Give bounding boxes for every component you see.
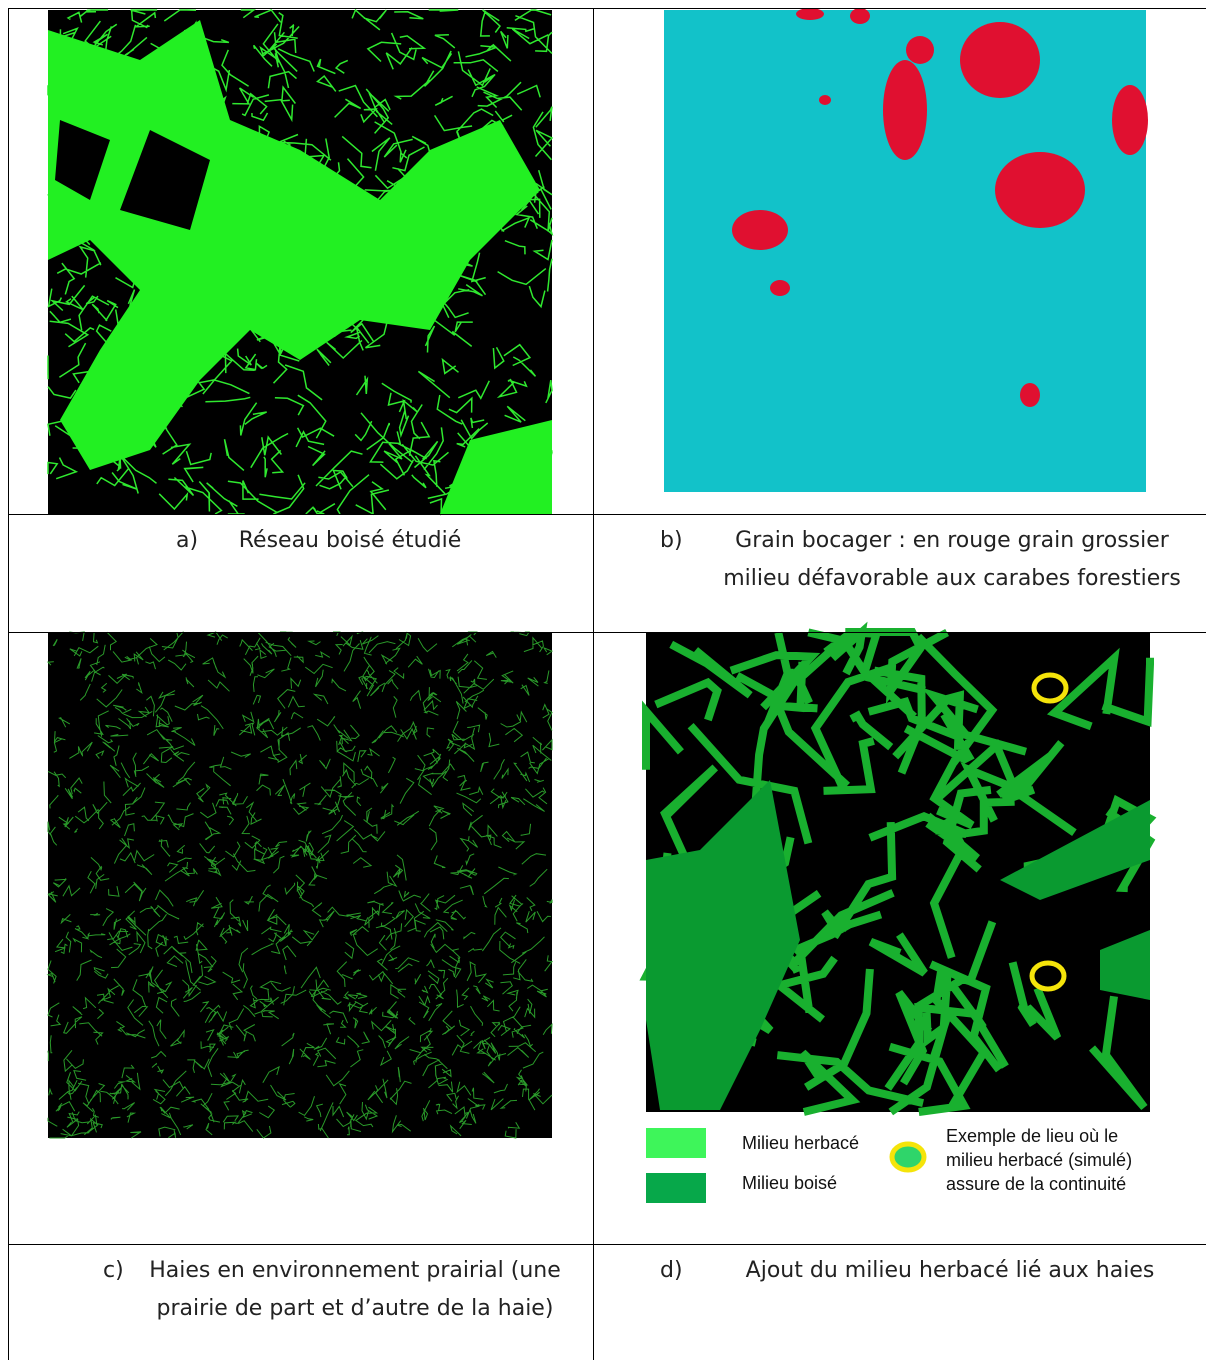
table-border <box>8 8 1206 9</box>
coarse-grain-zone <box>1020 383 1040 407</box>
coarse-grain-zone <box>819 95 831 105</box>
legend-ring <box>892 1144 924 1170</box>
coarse-grain-zone <box>995 152 1085 228</box>
table-border <box>8 1244 1206 1245</box>
caption: Réseau boisé étudié <box>210 522 490 560</box>
coarse-grain-zone <box>1112 85 1148 155</box>
legend-label: Milieu herbacé <box>742 1131 859 1155</box>
table-border <box>593 8 594 1360</box>
coarse-grain-zone <box>906 36 934 64</box>
legend-swatch <box>646 1173 706 1203</box>
document: a) Réseau boisé étudié b) Grain bocager … <box>0 0 1206 1360</box>
legend-label: Milieu boisé <box>742 1171 837 1195</box>
caption: Haies en environnement prairial (une pra… <box>140 1252 570 1328</box>
list-marker: c) <box>103 1252 124 1290</box>
coarse-grain-zone <box>732 210 788 250</box>
coarse-grain-zone <box>796 8 824 20</box>
legend-swatch <box>646 1128 706 1158</box>
list-marker: a) <box>176 522 198 560</box>
page: {"figures":[{"marker":"a)","caption":"Ré… <box>0 0 1206 1360</box>
list-marker: d) <box>660 1252 683 1290</box>
caption: Grain bocager : en rouge grain grossier … <box>700 522 1204 598</box>
coarse-grain-zone <box>960 22 1040 98</box>
table-border <box>8 632 1206 633</box>
table-border <box>8 514 1206 515</box>
table-border <box>8 8 9 1360</box>
coarse-grain-zone <box>770 280 790 296</box>
coarse-grain-zone <box>883 60 927 160</box>
list-marker: b) <box>660 522 683 560</box>
coarse-grain-zone <box>850 8 870 24</box>
legend-label: Exemple de lieu où le milieu herbacé (si… <box>946 1124 1156 1196</box>
caption: Ajout du milieu herbacé lié aux haies <box>700 1252 1200 1290</box>
